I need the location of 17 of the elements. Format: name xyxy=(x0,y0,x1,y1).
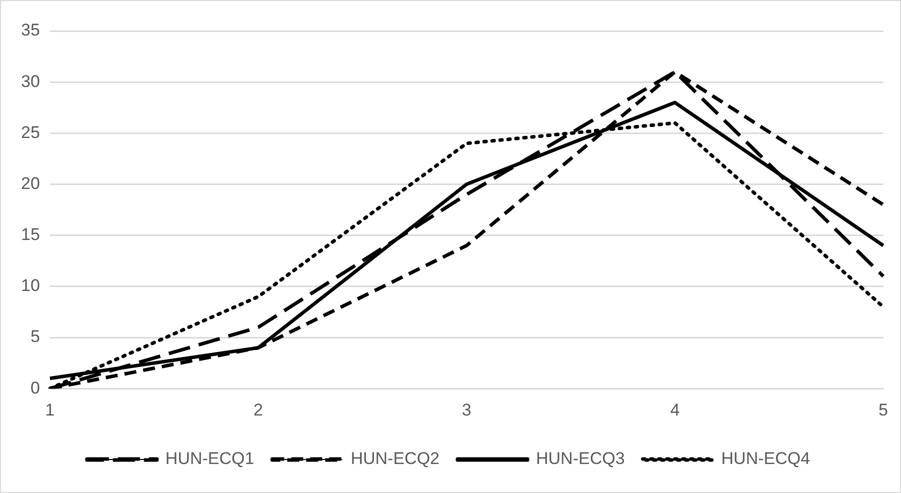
y-tick-label: 10 xyxy=(20,276,40,296)
x-tick-label: 1 xyxy=(45,400,55,420)
x-tick-label: 2 xyxy=(254,400,263,420)
y-tick-label: 35 xyxy=(20,20,40,40)
y-tick-label: 25 xyxy=(20,122,40,142)
x-tick-label: 3 xyxy=(462,400,472,420)
legend-label: HUN-ECQ4 xyxy=(721,449,810,468)
legend-label: HUN-ECQ3 xyxy=(536,449,625,468)
y-tick-label: 30 xyxy=(20,72,40,91)
legend-label: HUN-ECQ2 xyxy=(350,449,440,468)
legend-label: HUN-ECQ1 xyxy=(165,449,254,468)
x-tick-label: 4 xyxy=(670,400,680,420)
y-tick-label: 0 xyxy=(30,378,40,398)
y-tick-label: 20 xyxy=(20,174,40,193)
y-tick-label: 5 xyxy=(30,327,40,346)
x-tick-label: 5 xyxy=(878,400,888,420)
y-tick-label: 15 xyxy=(20,225,40,244)
